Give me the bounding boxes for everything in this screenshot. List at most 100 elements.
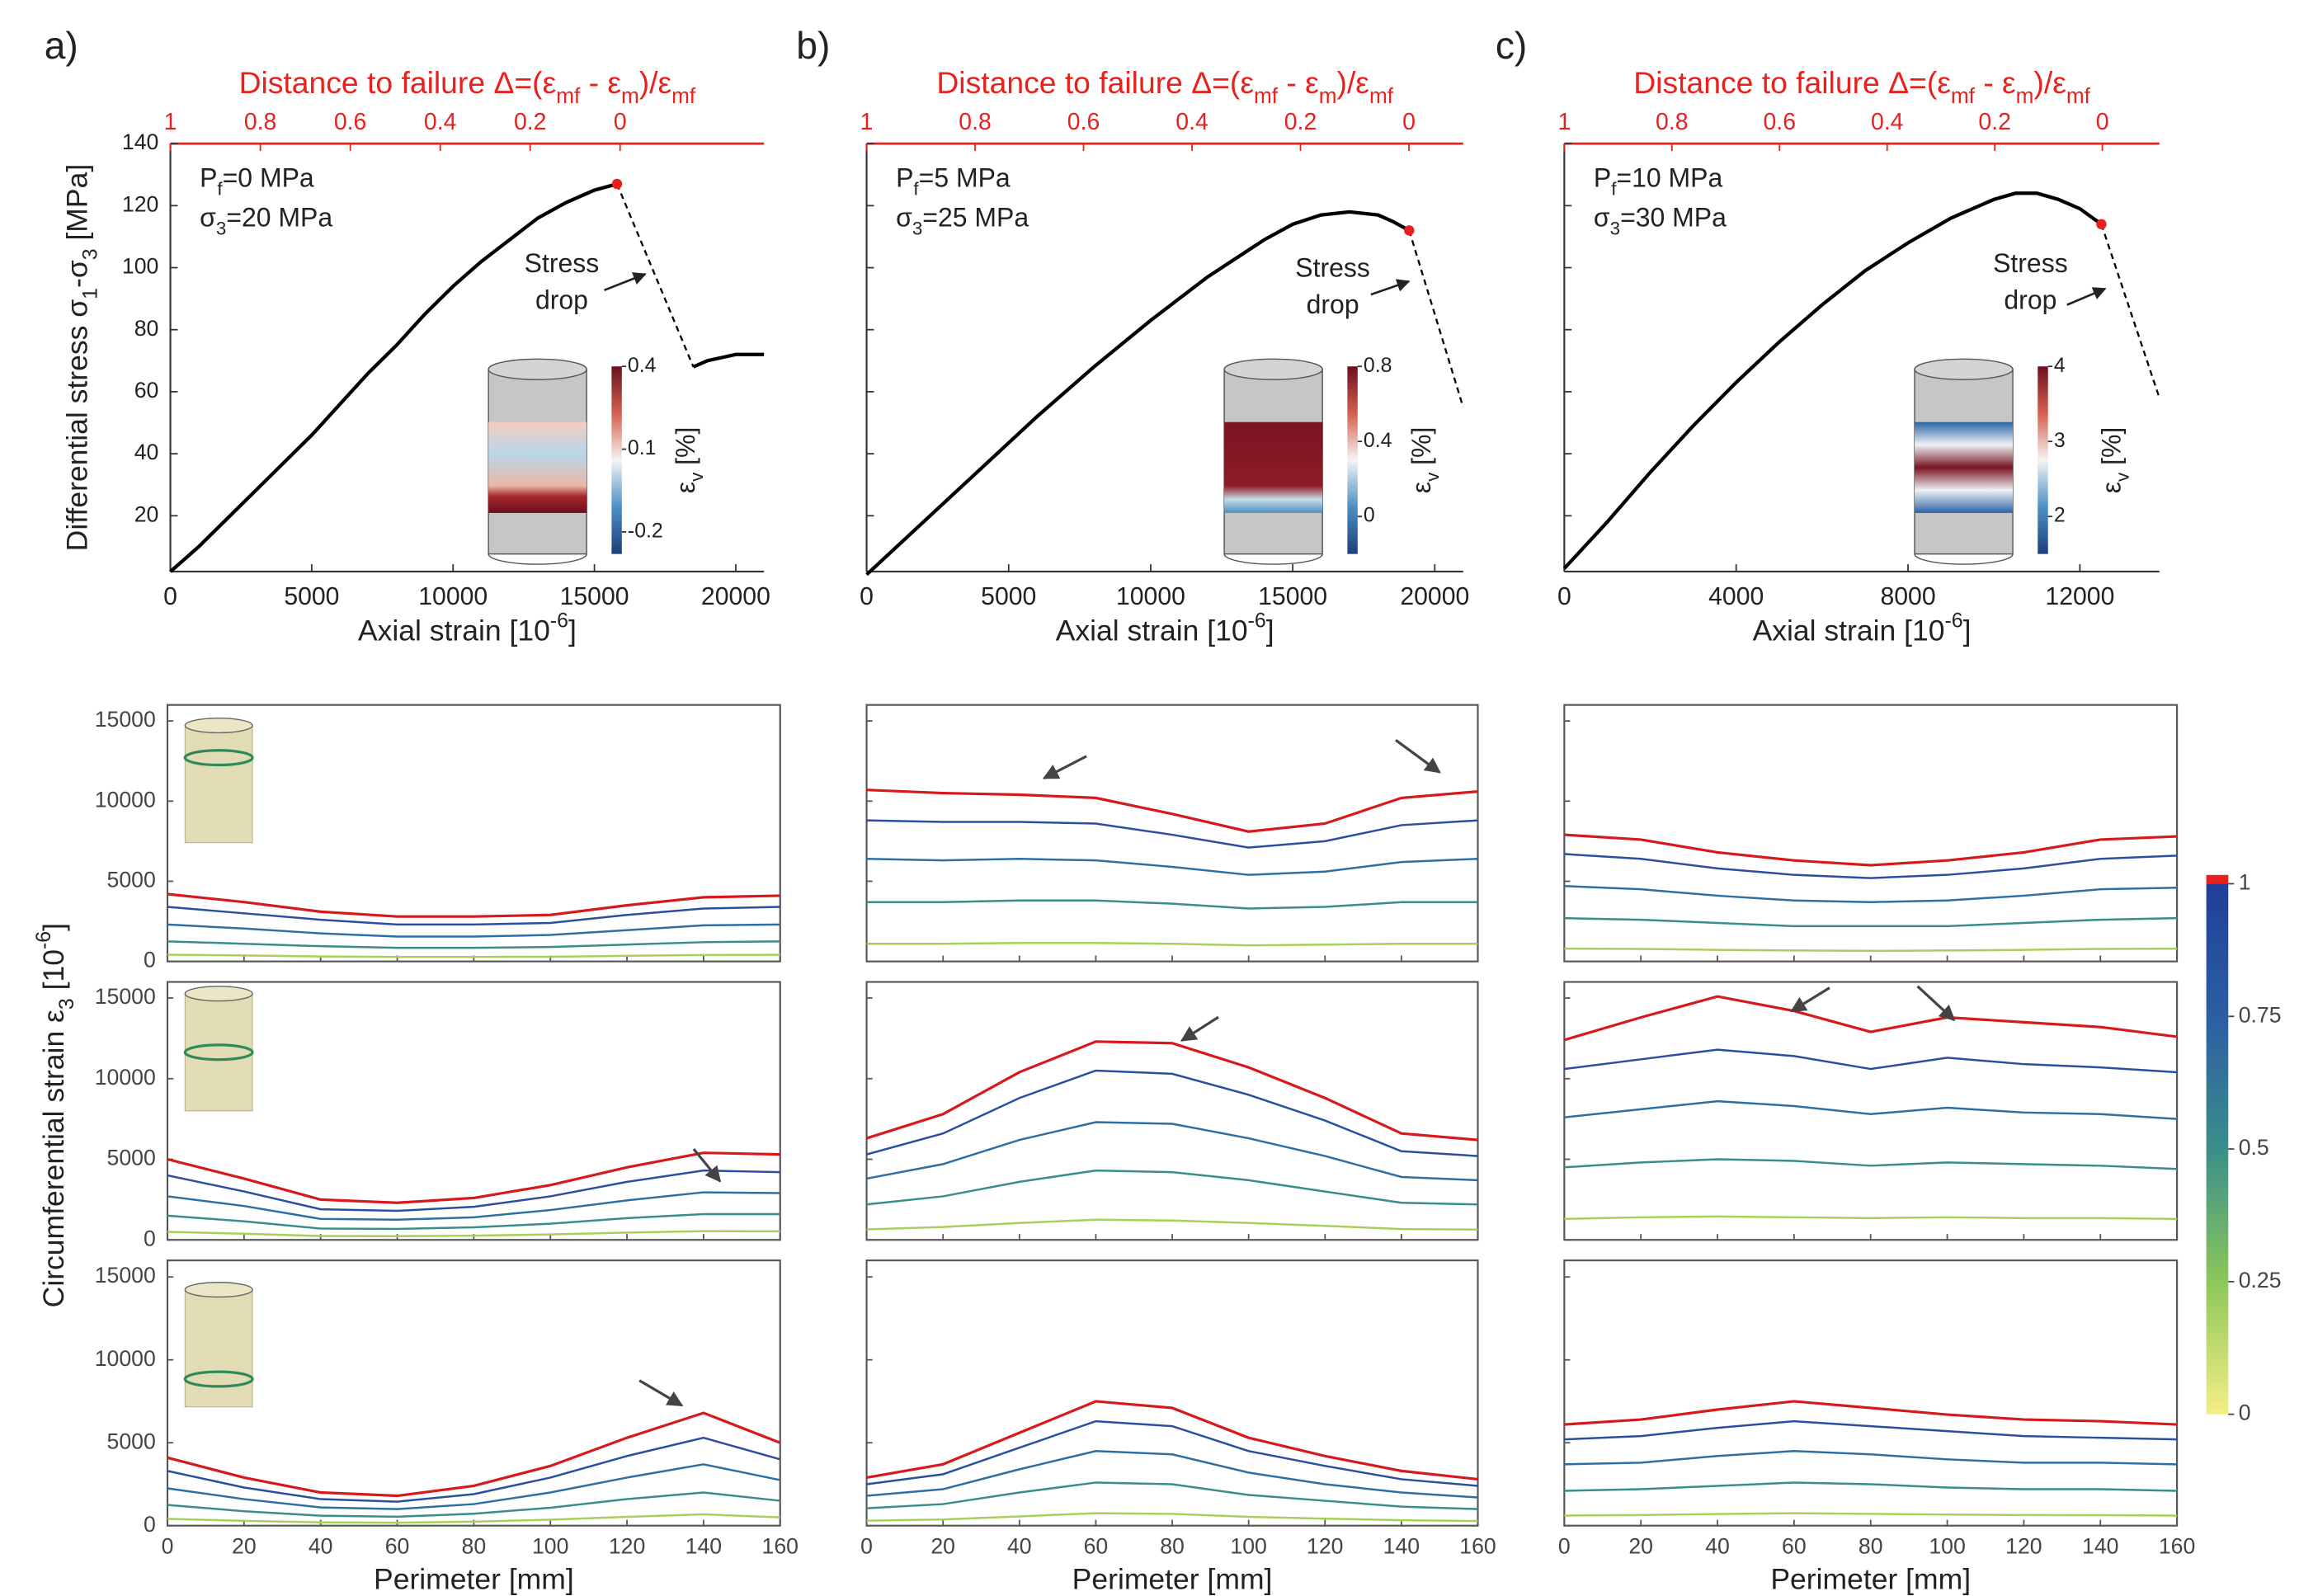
x-tick-label: 4000 <box>1708 583 1764 610</box>
text-part: P <box>1594 163 1611 193</box>
stress-curve <box>617 184 694 367</box>
strain-profile <box>867 821 1478 848</box>
strain-profile <box>1564 1101 2177 1118</box>
text-part: =5 MPa <box>919 163 1011 193</box>
x-tick-label: 0 <box>860 1533 873 1558</box>
text-part: σ <box>200 203 216 233</box>
pore-pressure: Pf=10 MPa <box>1594 163 1723 200</box>
text-part: [%] <box>1406 427 1436 473</box>
strain-profile <box>867 790 1478 832</box>
x2-tick-label: 0.8 <box>959 109 992 135</box>
text-part: Distance to failure Δ=(ε <box>1633 65 1951 100</box>
text-part: mf <box>2066 83 2091 108</box>
stress-drop-arrow <box>2067 289 2105 305</box>
x2-tick-label: 0.4 <box>1175 109 1208 135</box>
text-part: Differential stress σ <box>61 299 94 552</box>
stress-curve <box>694 355 765 367</box>
strain-profile <box>1564 1451 2177 1464</box>
strain-profile <box>167 1514 780 1523</box>
stress-drop-label: drop <box>1307 290 1359 319</box>
y-tick-label: 40 <box>134 440 159 464</box>
text-part: ε <box>1406 482 1436 493</box>
text-part: [MPa] <box>61 164 94 249</box>
strain-profile <box>1564 996 2177 1040</box>
text-part: )/ε <box>639 65 671 100</box>
x-axis-title: Axial strain [10-6] <box>1753 609 1972 647</box>
cylinder-top <box>1224 359 1322 379</box>
x-tick-label: 60 <box>1782 1533 1807 1558</box>
y-tick-label: 5000 <box>107 1429 156 1453</box>
text-part: )/ε <box>2033 65 2066 100</box>
x-tick-label: 5000 <box>981 583 1036 610</box>
inset-colorbar-title: εv [%] <box>2097 427 2133 494</box>
inset-colorbar-title: εv [%] <box>1406 427 1443 494</box>
y-axis-title: Differential stress σ1-σ3 [MPa] <box>61 164 101 552</box>
x2-tick-label: 0.6 <box>334 109 367 135</box>
stress-drop-label: drop <box>2004 285 2056 314</box>
text-part: P <box>200 163 217 193</box>
x-tick-label: 60 <box>1084 1533 1109 1558</box>
inset-colorbar-tick-label: 0.8 <box>1364 354 1392 377</box>
x2-tick-label: 1 <box>860 109 874 135</box>
y-tick-label: 10000 <box>95 787 156 812</box>
pore-pressure: Pf=0 MPa <box>200 163 314 200</box>
text-part: 3 <box>78 248 101 260</box>
y-tick-label: 100 <box>122 254 158 279</box>
strain-profile <box>867 1170 1478 1204</box>
inset-colorbar-tick-label: 0.4 <box>628 354 657 377</box>
text-part: 3 <box>55 998 78 1010</box>
text-part: 3 <box>216 219 226 239</box>
text-part: m <box>2016 83 2034 108</box>
x2-axis-title: Distance to failure Δ=(εmf - εm)/εmf <box>936 65 1393 108</box>
x-tick-label: 20000 <box>1400 583 1469 610</box>
panel-label: b) <box>796 24 830 67</box>
x2-tick-label: 1 <box>164 109 177 135</box>
text-part: Distance to failure Δ=(ε <box>239 65 557 100</box>
strain-field <box>1224 422 1322 513</box>
specimen-top <box>185 718 252 733</box>
inset-colorbar-tick-label: 2 <box>2054 504 2066 527</box>
strain-profile <box>167 1438 780 1501</box>
annotation-arrow <box>1792 988 1830 1011</box>
text-part: 3 <box>912 219 922 239</box>
x-tick-label: 120 <box>1307 1533 1343 1558</box>
y-tick-label: 80 <box>134 316 159 341</box>
panel-frame <box>867 705 1478 962</box>
x-axis-title: Perimeter [mm] <box>1072 1563 1273 1596</box>
x-tick-label: 12000 <box>2045 583 2114 610</box>
inset-colorbar <box>611 366 621 553</box>
cylinder-top <box>1915 359 2013 379</box>
failure-point <box>1404 225 1414 235</box>
x2-tick-label: 0 <box>614 109 627 135</box>
x-tick-label: 20 <box>1628 1533 1653 1558</box>
y-tick-label: 10000 <box>95 1346 156 1371</box>
x-tick-label: 40 <box>1705 1533 1730 1558</box>
text-part: =10 MPa <box>1616 163 1722 193</box>
x-tick-label: 0 <box>1557 583 1571 610</box>
strain-profile <box>867 1071 1478 1156</box>
strain-profile <box>1564 1217 2177 1219</box>
strain-profile <box>167 894 780 916</box>
inset-colorbar-tick-label: -0.2 <box>628 519 663 542</box>
x-tick-label: 160 <box>1459 1533 1496 1558</box>
strain-profile <box>867 901 1478 909</box>
strain-profile <box>1564 1159 2177 1169</box>
text-part: ] <box>1963 614 1972 647</box>
colorbar-tick-label: 0.75 <box>2239 1002 2282 1027</box>
x-axis-title: Perimeter [mm] <box>1770 1563 1971 1596</box>
strain-profile <box>1564 1514 2177 1516</box>
inset-colorbar-tick-label: 0.1 <box>628 436 657 459</box>
inset-colorbar-tick-label: 4 <box>2054 354 2066 377</box>
pore-pressure: Pf=5 MPa <box>896 163 1011 200</box>
text-part: Axial strain [10 <box>1056 614 1248 647</box>
specimen-top <box>185 986 252 1001</box>
y-tick-label: 15000 <box>95 984 156 1009</box>
page: a)20406080100120140050001000015000200001… <box>0 0 2299 1596</box>
x-tick-label: 140 <box>685 1533 722 1558</box>
x-tick-label: 100 <box>532 1533 568 1558</box>
strain-profile <box>867 943 1478 945</box>
strain-profile <box>1564 1050 2177 1072</box>
strain-profile <box>1564 1421 2177 1439</box>
x2-axis-title: Distance to failure Δ=(εmf - εm)/εmf <box>1633 65 2090 108</box>
text-part: -6 <box>32 931 55 949</box>
